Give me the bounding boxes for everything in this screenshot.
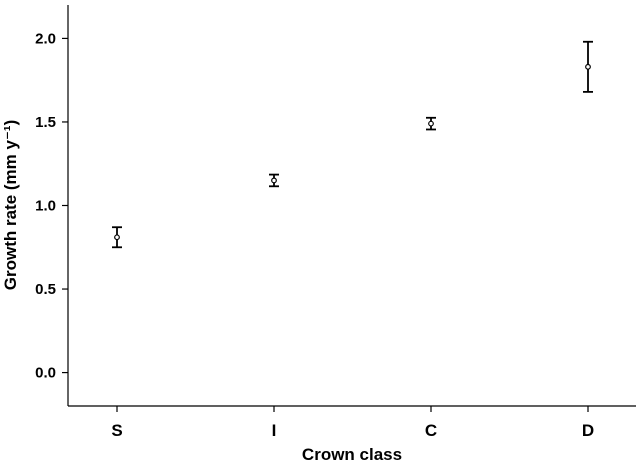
point — [271, 177, 277, 184]
point — [428, 120, 434, 127]
x-tick-label: S — [111, 421, 122, 440]
y-axis-title: Growth rate (mm y⁻¹) — [1, 120, 20, 291]
y-tick-label: 0.0 — [35, 365, 56, 382]
point — [114, 234, 120, 241]
y-tick-label: 2.0 — [35, 30, 56, 47]
x-tick-label: I — [272, 421, 277, 440]
x-tick-label: D — [582, 421, 594, 440]
point — [585, 63, 591, 70]
y-tick-label: 1.0 — [35, 198, 56, 215]
x-axis-title: Crown class — [302, 445, 402, 464]
y-tick-label: 0.5 — [35, 281, 56, 298]
y-tick-label: 1.5 — [35, 114, 56, 131]
x-tick-label: C — [425, 421, 437, 440]
